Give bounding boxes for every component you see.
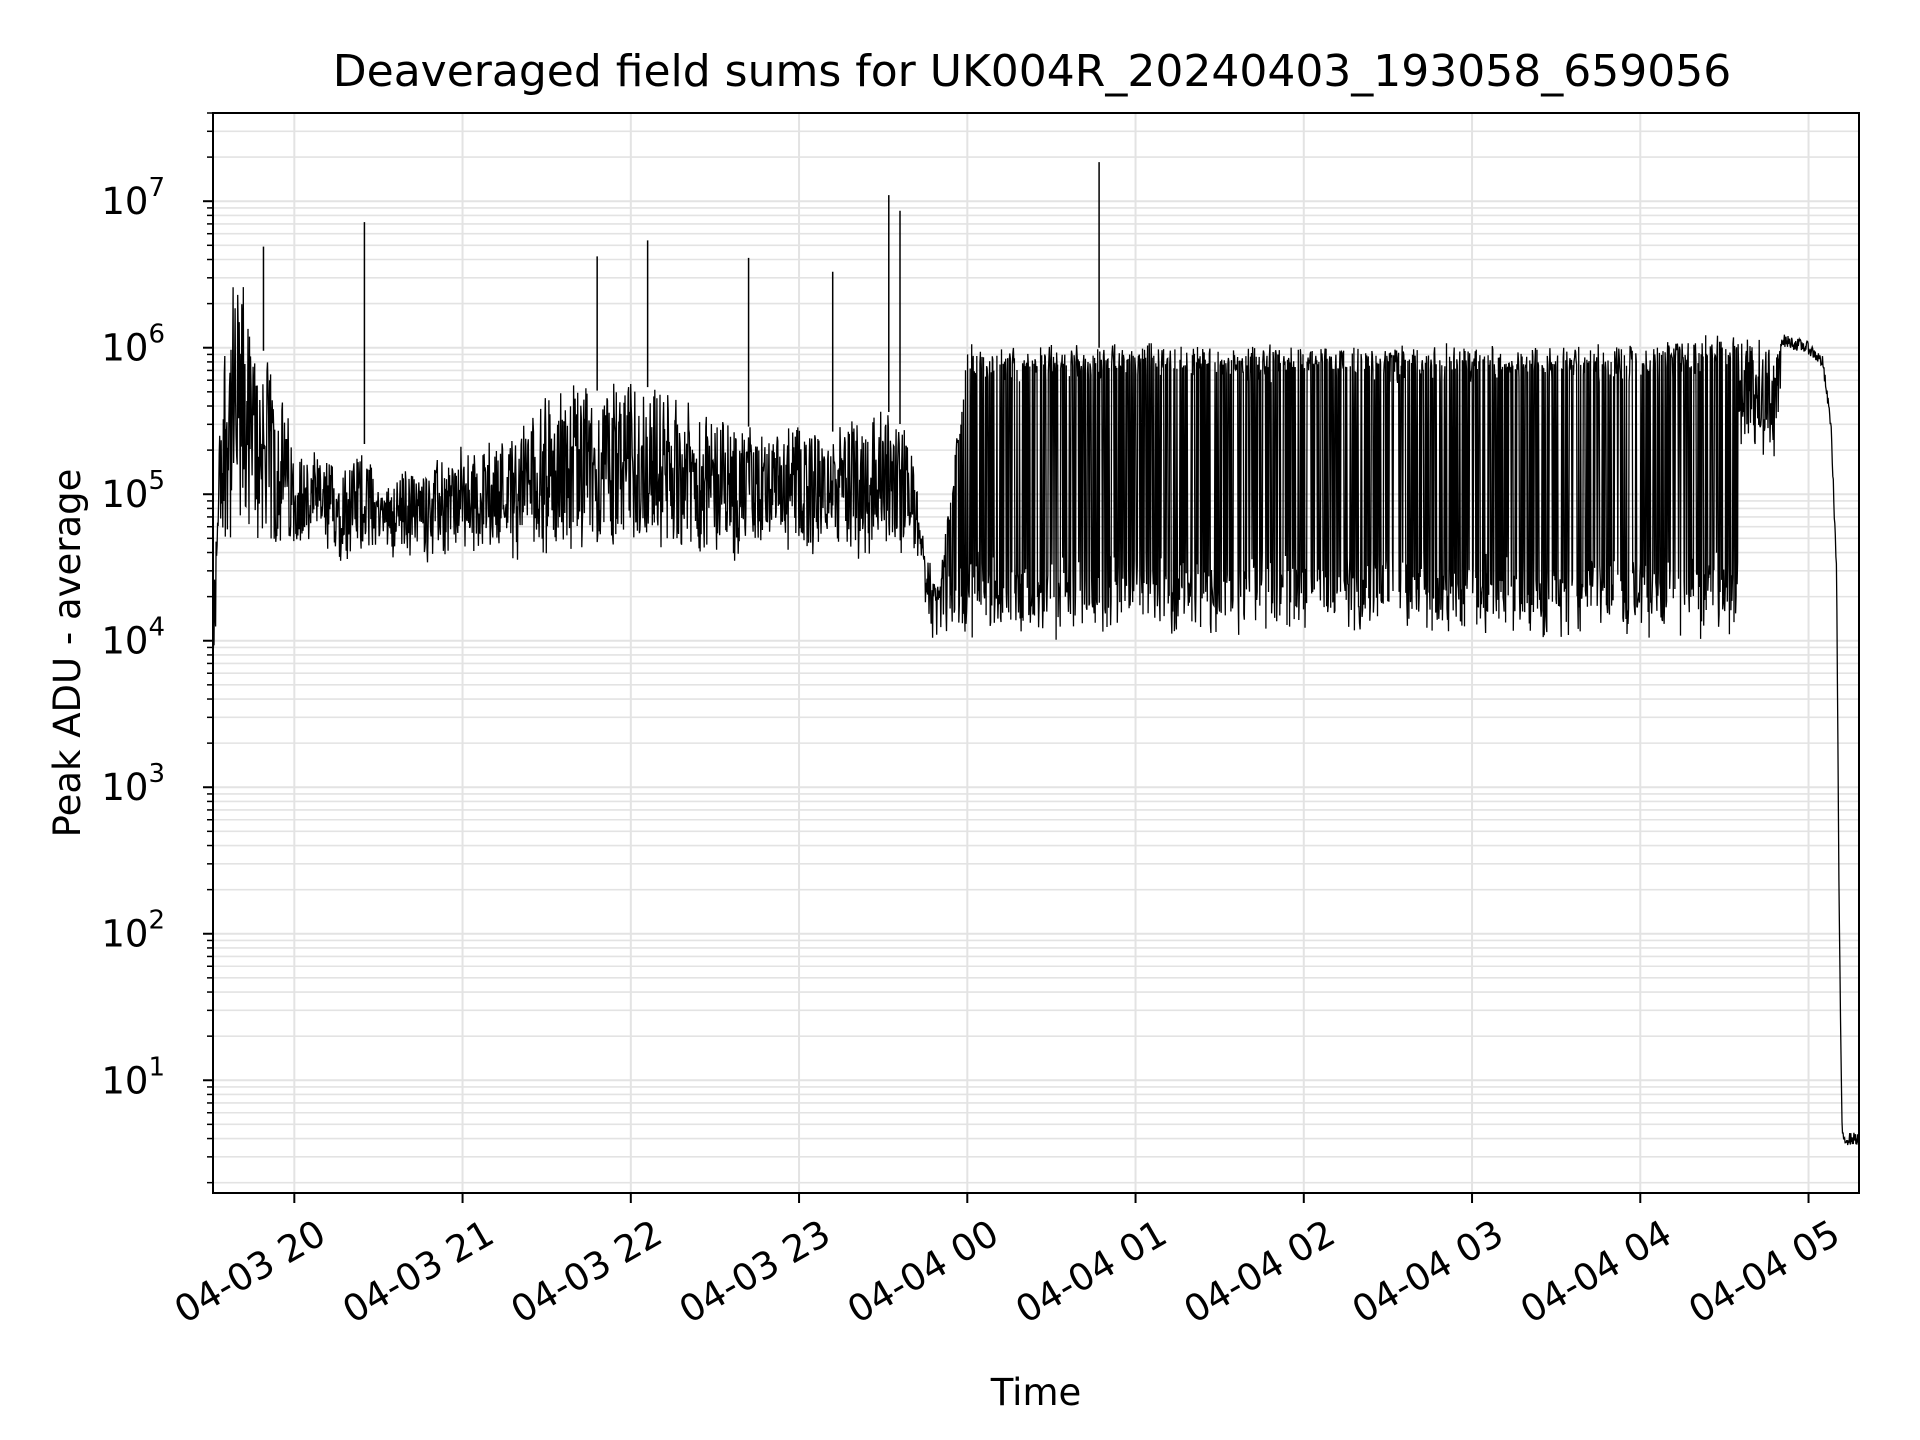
plot-frame xyxy=(212,112,1860,1194)
y-tick-exponent: 3 xyxy=(148,759,165,789)
y-tick-exponent: 4 xyxy=(148,613,165,643)
y-tick-exponent: 7 xyxy=(148,173,165,203)
y-axis-label: Peak ADU - average xyxy=(46,469,89,838)
plot-area xyxy=(213,162,1859,1146)
series-layer xyxy=(213,162,1859,1146)
x-axis-label: Time xyxy=(990,1371,1082,1414)
chart-title: Deaveraged field sums for UK004R_2024040… xyxy=(333,46,1731,97)
series-line xyxy=(213,287,1859,1146)
y-tick-label: 107 xyxy=(101,173,165,223)
y-tick-exponent: 5 xyxy=(148,466,165,496)
grid xyxy=(213,112,1859,1193)
y-tick-exponent: 2 xyxy=(148,906,165,936)
y-tick-exponent: 6 xyxy=(148,320,165,350)
y-tick-exponent: 1 xyxy=(148,1052,165,1082)
